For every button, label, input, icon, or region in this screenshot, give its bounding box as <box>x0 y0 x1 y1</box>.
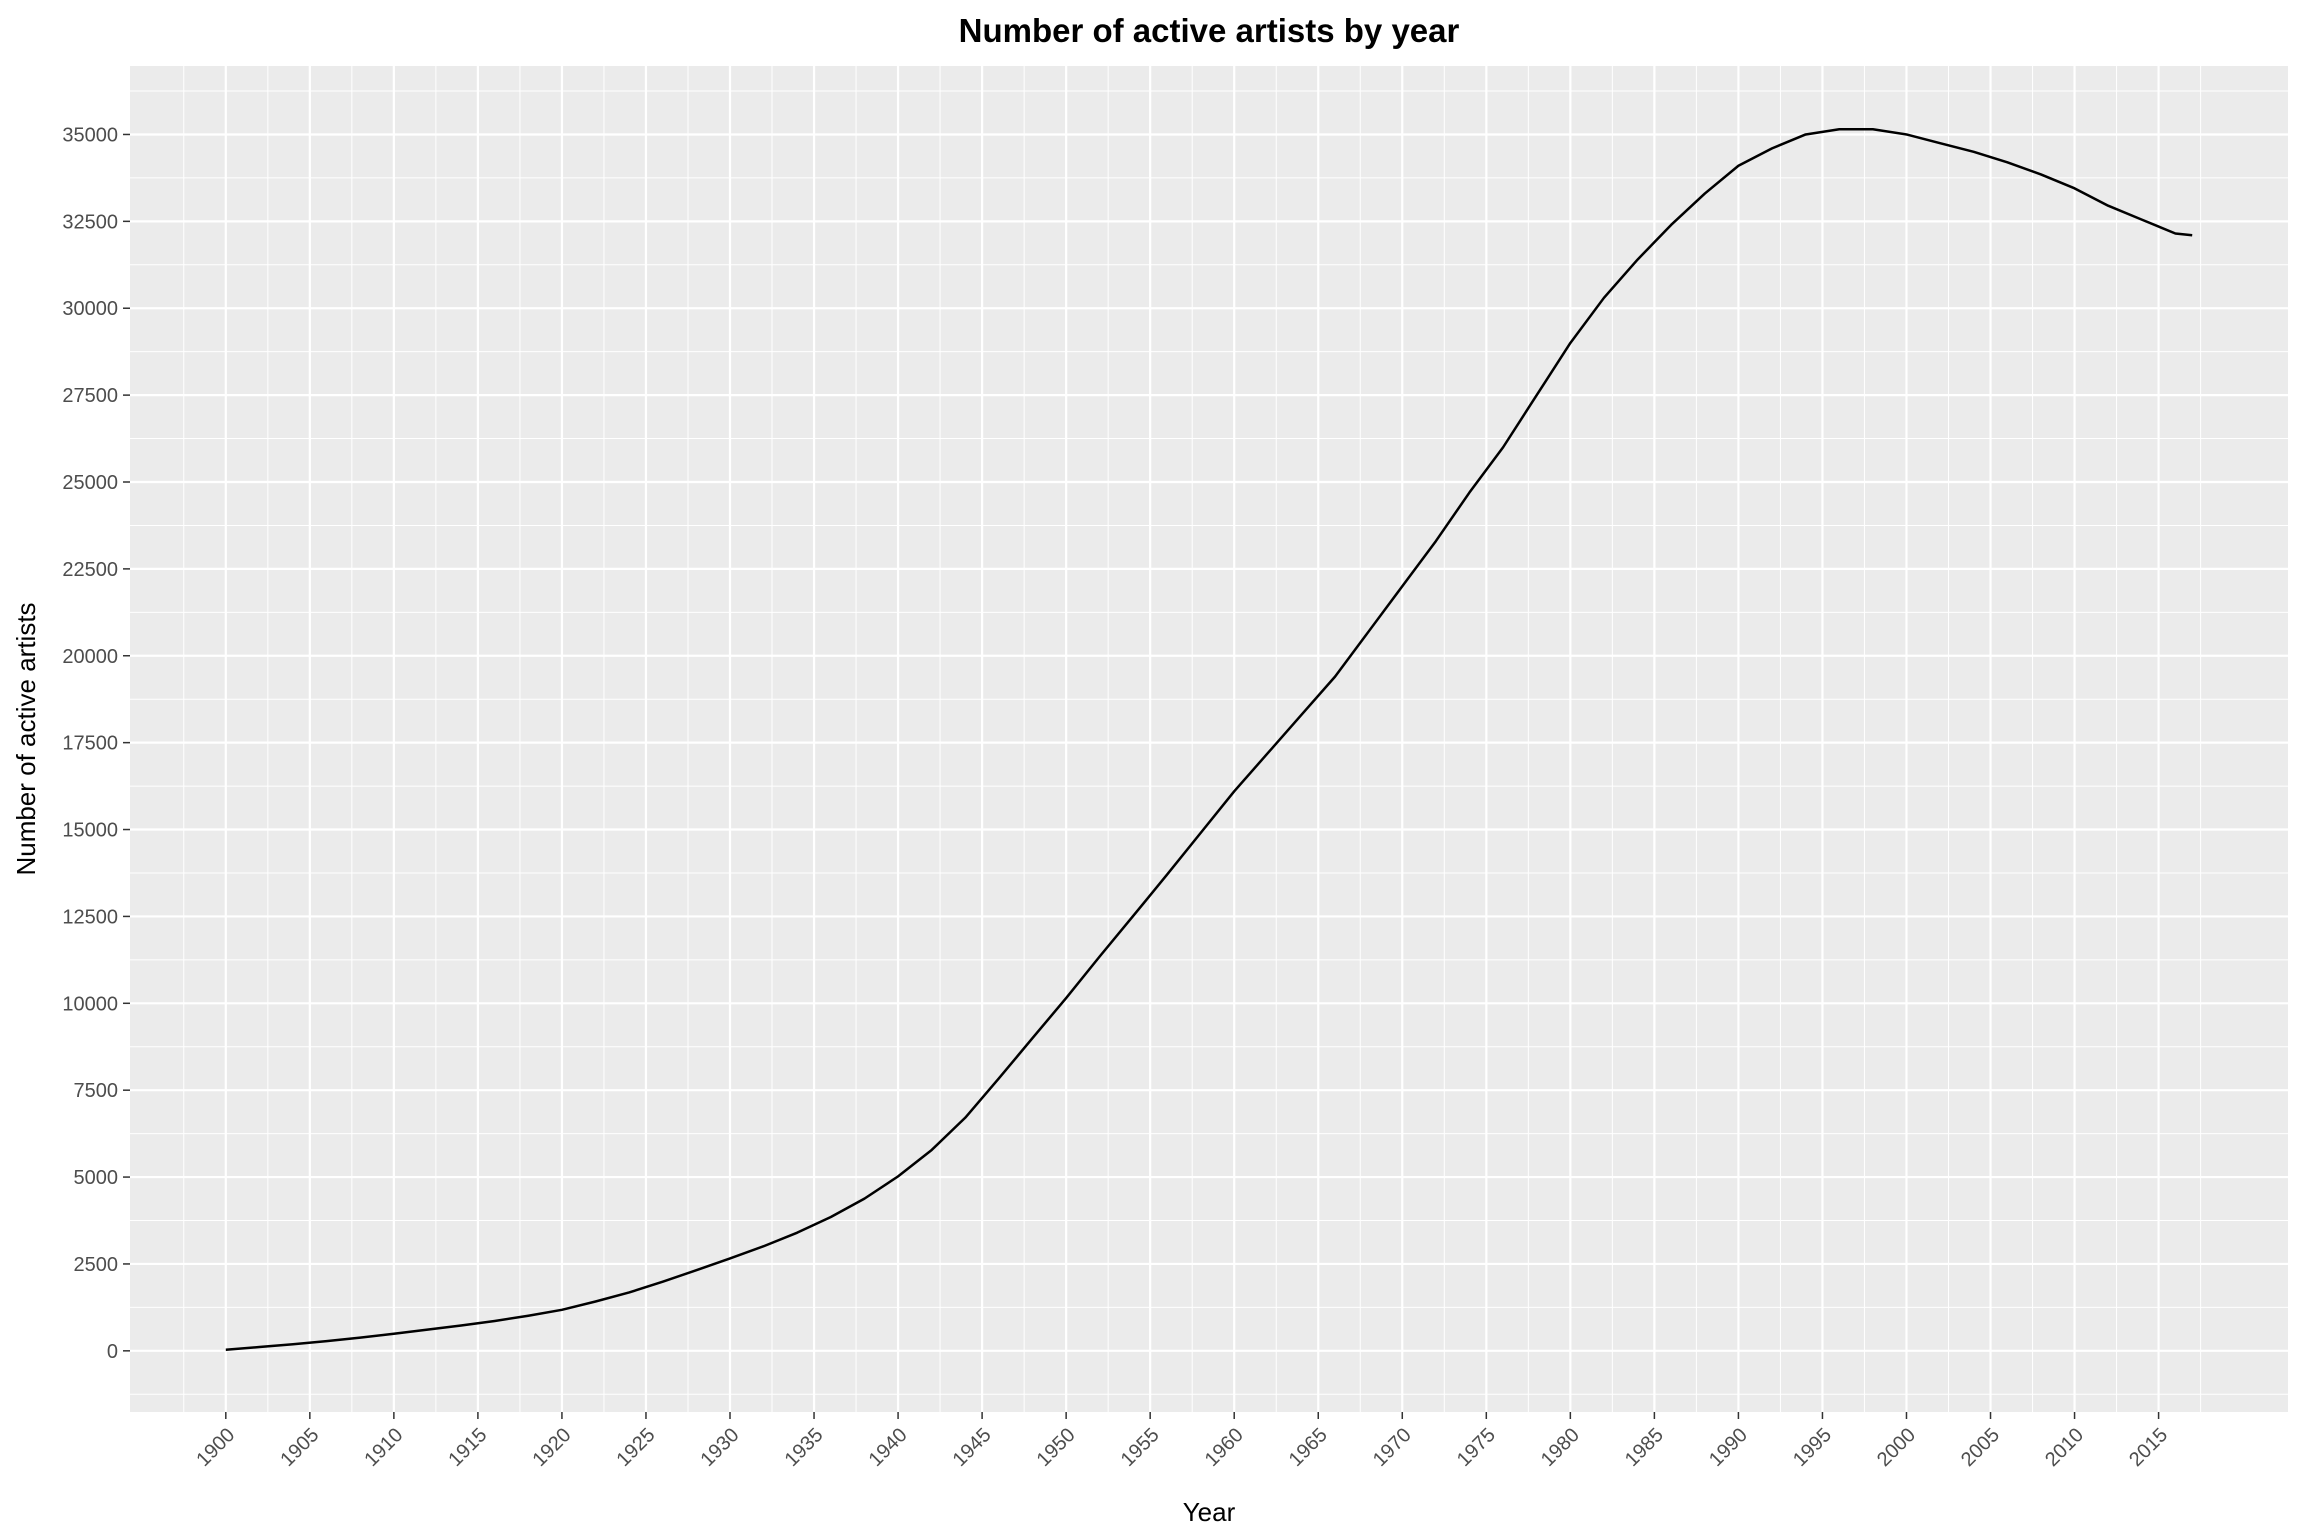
x-tick-label: 1915 <box>444 1424 491 1471</box>
x-tick-label: 1945 <box>949 1424 996 1471</box>
x-tick-label: 1995 <box>1789 1424 1836 1471</box>
minor-gridlines <box>130 66 2288 1412</box>
y-tick-label: 32500 <box>62 211 118 233</box>
y-tick-label: 17500 <box>62 733 118 755</box>
x-tick-label: 2015 <box>2125 1424 2172 1471</box>
y-tick-label: 5000 <box>74 1167 119 1189</box>
x-tick-label: 1980 <box>1537 1424 1584 1471</box>
y-tick-label: 12500 <box>62 906 118 928</box>
y-tick-label: 35000 <box>62 124 118 146</box>
x-tick-label: 1990 <box>1705 1424 1752 1471</box>
chart-title: Number of active artists by year <box>959 12 1460 49</box>
x-tick-label: 2000 <box>1873 1424 1920 1471</box>
series-line-active-artists <box>225 128 2193 1352</box>
x-tick-label: 1910 <box>360 1424 407 1471</box>
x-tick-label: 1970 <box>1369 1424 1416 1471</box>
x-tick-label: 1975 <box>1453 1424 1500 1471</box>
major-gridlines <box>130 66 2288 1412</box>
plot-panel <box>130 66 2288 1412</box>
x-tick-label: 1960 <box>1201 1424 1248 1471</box>
x-tick-label: 1985 <box>1621 1424 1668 1471</box>
x-tick-label: 1930 <box>697 1424 744 1471</box>
y-tick-label: 20000 <box>62 646 118 668</box>
y-axis-title: Number of active artists <box>11 602 41 875</box>
x-tick-label: 2005 <box>1957 1424 2004 1471</box>
x-tick-label: 2010 <box>2041 1424 2088 1471</box>
y-tick-label: 7500 <box>74 1080 119 1102</box>
x-tick-label: 1925 <box>612 1424 659 1471</box>
x-tick-label: 1940 <box>865 1424 912 1471</box>
y-tick-label: 22500 <box>62 559 118 581</box>
x-tick-label: 1965 <box>1285 1424 1332 1471</box>
x-tick-label: 1905 <box>276 1424 323 1471</box>
y-tick-label: 25000 <box>62 472 118 494</box>
x-tick-label: 1935 <box>781 1424 828 1471</box>
y-tick-label: 10000 <box>62 993 118 1015</box>
y-tick-label: 27500 <box>62 385 118 407</box>
y-tick-label: 30000 <box>62 298 118 320</box>
y-tick-label: 15000 <box>62 820 118 842</box>
x-axis-title: Year <box>1183 1497 1236 1527</box>
y-axis-ticks: 0 2500 5000 7500 10000 12500 15000 17500 20000 22… <box>62 124 130 1363</box>
y-tick-label: 2500 <box>74 1254 119 1276</box>
y-tick-label: 0 <box>107 1341 118 1363</box>
x-tick-label: 1950 <box>1033 1424 1080 1471</box>
x-axis-ticks: 1900 1905 1910 1915 1920 1925 1930 1935 1940 1945… <box>192 1412 2172 1471</box>
x-tick-label: 1900 <box>192 1424 239 1471</box>
x-tick-label: 1955 <box>1117 1424 1164 1471</box>
x-tick-label: 1920 <box>528 1424 575 1471</box>
